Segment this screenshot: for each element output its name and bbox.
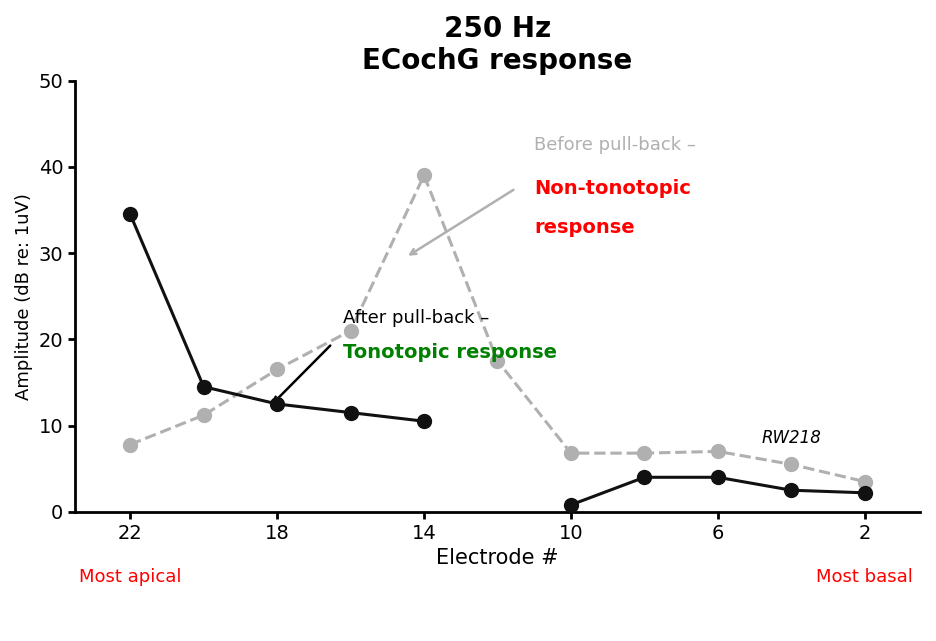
Text: response: response xyxy=(534,218,635,237)
X-axis label: Electrode #: Electrode # xyxy=(436,548,559,568)
Text: After pull-back –: After pull-back – xyxy=(344,309,490,327)
Text: Tonotopic response: Tonotopic response xyxy=(344,343,557,362)
Text: Most basal: Most basal xyxy=(816,568,914,586)
Text: Before pull-back –: Before pull-back – xyxy=(534,136,696,154)
Y-axis label: Amplitude (dB re: 1uV): Amplitude (dB re: 1uV) xyxy=(15,193,33,399)
Title: 250 Hz
ECochG response: 250 Hz ECochG response xyxy=(362,15,633,76)
Text: RW218: RW218 xyxy=(762,429,822,447)
Text: Most apical: Most apical xyxy=(79,568,182,586)
Text: Non-tonotopic: Non-tonotopic xyxy=(534,179,691,198)
